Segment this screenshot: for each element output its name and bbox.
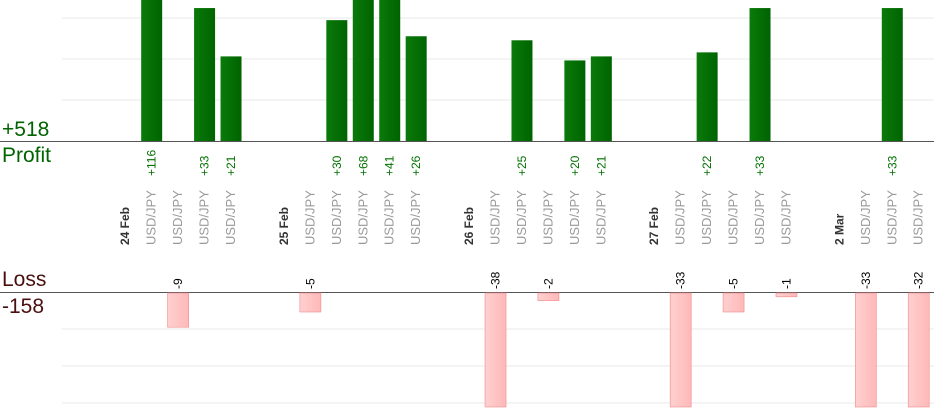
profit-bar: [749, 8, 771, 141]
pair-label: USD/JPY: [884, 190, 899, 245]
pair-label: USD/JPY: [699, 190, 714, 245]
profit-bar: [326, 20, 348, 142]
loss-value-label: -5: [727, 278, 741, 289]
profit-bar: [564, 60, 586, 141]
loss-value-label: -38: [489, 271, 503, 289]
date-label: 27 Feb: [647, 207, 661, 245]
loss-bar: [855, 292, 877, 408]
profit-value-label: +25: [515, 155, 529, 176]
profit-value-label: +21: [594, 155, 608, 176]
loss-bar: [722, 292, 745, 313]
profit-bar: [511, 40, 533, 141]
profit-value-label: +30: [330, 155, 344, 176]
date-label: 2 Mar: [832, 213, 846, 245]
date-label: 25 Feb: [277, 207, 291, 245]
profit-total: +518: [2, 118, 50, 141]
profit-bar: [194, 8, 216, 141]
pair-label: USD/JPY: [514, 190, 529, 245]
loss-value-label: -2: [541, 278, 555, 289]
loss-bar: [484, 292, 507, 408]
pair-label: USD/JPY: [726, 190, 741, 245]
pair-label: USD/JPY: [302, 190, 317, 245]
loss-bar: [537, 292, 560, 301]
profit-value-label: +26: [409, 155, 423, 176]
profit-bar: [352, 0, 374, 141]
profit-value-label: +41: [383, 155, 397, 176]
profit-bar: [141, 0, 163, 141]
loss-value-label: -33: [859, 271, 873, 289]
profit-bar: [405, 36, 427, 141]
profit-value-label: +33: [198, 155, 212, 176]
profit-value-label: +33: [753, 155, 767, 176]
loss-value-label: -1: [779, 278, 793, 289]
loss-total: -158: [2, 295, 45, 318]
loss-bar: [775, 292, 798, 298]
loss-label: Loss: [2, 268, 47, 291]
pair-label: USD/JPY: [355, 190, 370, 245]
date-label: 26 Feb: [462, 207, 476, 245]
profit-bar: [220, 56, 242, 141]
profit-value-label: +68: [356, 155, 370, 176]
pair-label: USD/JPY: [170, 190, 185, 245]
profit-value-label: +22: [700, 155, 714, 176]
profit-bar: [590, 56, 612, 141]
bars-layer: [141, 0, 930, 408]
pair-label: USD/JPY: [673, 190, 688, 245]
loss-value-label: -5: [303, 278, 317, 289]
pair-label: USD/JPY: [408, 190, 423, 245]
profit-label: Profit: [2, 144, 52, 167]
pair-label: USD/JPY: [144, 190, 159, 245]
pair-label: USD/JPY: [593, 190, 608, 245]
pair-label: USD/JPY: [567, 190, 582, 245]
profit-value-label: +116: [145, 150, 159, 176]
pair-label: USD/JPY: [778, 190, 793, 245]
labels-layer: 24 Feb USD/JPY +116 USD/JPY -9 USD/JPY +33 USD/…: [118, 150, 926, 289]
pair-label: USD/JPY: [858, 190, 873, 245]
pair-label: USD/JPY: [223, 190, 238, 245]
profit-bar: [379, 0, 401, 141]
loss-value-label: -33: [674, 271, 688, 289]
loss-value-label: -9: [171, 278, 185, 289]
date-label: 24 Feb: [118, 207, 132, 245]
loss-bar: [167, 292, 189, 328]
loss-value-label: -32: [912, 271, 926, 289]
pair-label: USD/JPY: [329, 190, 344, 245]
pair-label: USD/JPY: [488, 190, 503, 245]
loss-bar: [299, 292, 322, 313]
profit-bar: [881, 8, 903, 141]
profit-value-label: +21: [224, 155, 238, 176]
profit-value-label: +33: [885, 155, 899, 176]
profit-bar: [696, 52, 718, 141]
pair-label: USD/JPY: [911, 190, 926, 245]
profit-value-label: +20: [568, 155, 582, 176]
loss-bar: [669, 292, 692, 408]
pair-label: USD/JPY: [540, 190, 555, 245]
pair-label: USD/JPY: [197, 190, 212, 245]
pair-label: USD/JPY: [382, 190, 397, 245]
pair-label: USD/JPY: [752, 190, 767, 245]
loss-bar: [907, 292, 930, 408]
